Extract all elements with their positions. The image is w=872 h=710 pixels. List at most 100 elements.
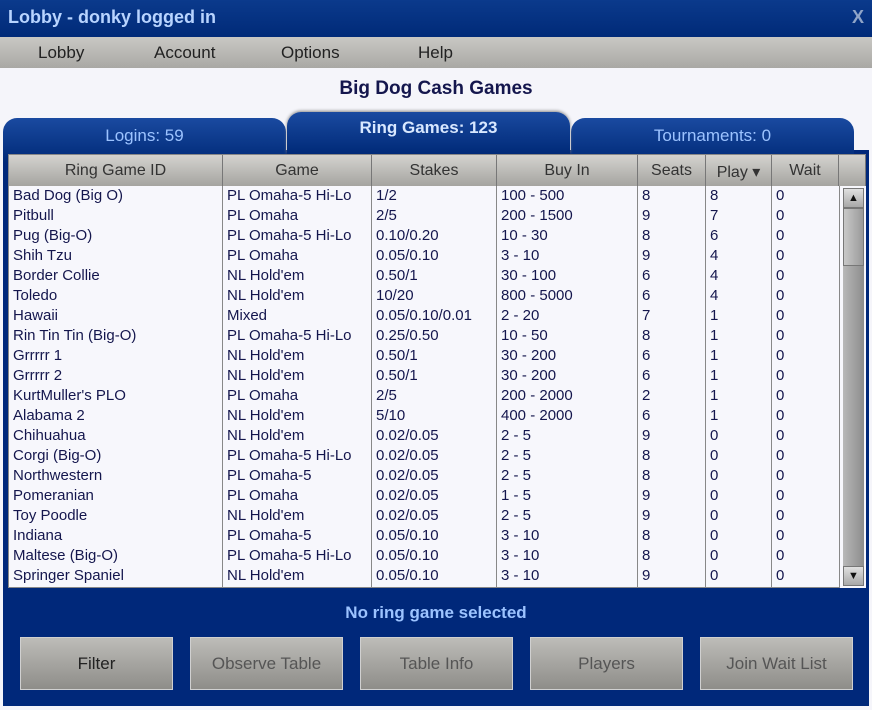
table-cell-wait[interactable]: 0 [776,487,785,504]
table-cell-seats[interactable]: 6 [642,287,651,304]
table-cell-wait[interactable]: 0 [776,207,785,224]
table-cell-seats[interactable]: 6 [642,347,651,364]
table-cell-stakes[interactable]: 1/2 [376,187,397,204]
table-cell-stakes[interactable]: 0.10/0.20 [376,227,439,244]
table-cell-stakes[interactable]: 0.05/0.10/0.01 [376,307,472,324]
table-cell-buy-in[interactable]: 30 - 200 [501,367,557,384]
table-cell-seats[interactable]: 9 [642,507,651,524]
menu-help[interactable]: Help [418,43,453,62]
table-cell-buy-in[interactable]: 800 - 5000 [501,287,573,304]
table-cell-wait[interactable]: 0 [776,307,785,324]
table-cell-buy-in[interactable]: 3 - 10 [501,567,540,584]
table-cell-game[interactable]: PL Omaha-5 [227,527,312,544]
table-info-button[interactable]: Table Info [360,637,513,690]
observe-table-button[interactable]: Observe Table [190,637,343,690]
table-cell-buy-in[interactable]: 2 - 5 [501,447,532,464]
table-cell-ring-game-id[interactable]: Border Collie [13,267,100,284]
table-cell-play[interactable]: 0 [710,547,719,564]
table-cell-game[interactable]: Mixed [227,307,268,324]
table-cell-game[interactable]: NL Hold'em [227,507,305,524]
table-cell-game[interactable]: PL Omaha-5 Hi-Lo [227,547,352,564]
table-cell-play[interactable]: 8 [710,187,719,204]
table-cell-wait[interactable]: 0 [776,267,785,284]
scrollbar[interactable]: ▲ ▼ [839,186,866,588]
table-cell-seats[interactable]: 8 [642,327,651,344]
table-cell-wait[interactable]: 0 [776,447,785,464]
table-cell-game[interactable]: NL Hold'em [227,567,305,584]
table-cell-game[interactable]: NL Hold'em [227,267,305,284]
table-cell-play[interactable]: 1 [710,387,719,404]
table-cell-buy-in[interactable]: 2 - 5 [501,507,532,524]
table-cell-seats[interactable]: 9 [642,567,651,584]
table-cell-wait[interactable]: 0 [776,387,785,404]
column-header-ring-game-id[interactable]: Ring Game ID [9,155,223,186]
table-cell-game[interactable]: PL Omaha-5 Hi-Lo [227,227,352,244]
table-cell-seats[interactable]: 8 [642,467,651,484]
table-cell-seats[interactable]: 2 [642,387,651,404]
table-cell-wait[interactable]: 0 [776,427,785,444]
table-cell-seats[interactable]: 8 [642,547,651,564]
table-cell-wait[interactable]: 0 [776,187,785,204]
table-cell-game[interactable]: PL Omaha-5 Hi-Lo [227,327,352,344]
table-cell-play[interactable]: 4 [710,247,719,264]
scroll-up-icon[interactable]: ▲ [843,188,864,208]
table-cell-play[interactable]: 1 [710,347,719,364]
table-cell-ring-game-id[interactable]: Grrrrr 2 [13,367,63,384]
table-cell-seats[interactable]: 7 [642,307,651,324]
menu-lobby[interactable]: Lobby [38,43,85,62]
table-cell-stakes[interactable]: 0.02/0.05 [376,467,439,484]
table-cell-buy-in[interactable]: 2 - 20 [501,307,540,324]
table-cell-stakes[interactable]: 0.50/1 [376,347,418,364]
table-cell-seats[interactable]: 9 [642,427,651,444]
table-cell-buy-in[interactable]: 3 - 10 [501,547,540,564]
filter-button[interactable]: Filter [20,637,173,690]
table-cell-game[interactable]: PL Omaha-5 Hi-Lo [227,447,352,464]
menu-options[interactable]: Options [281,43,340,62]
column-header-stakes[interactable]: Stakes [372,155,497,186]
menu-account[interactable]: Account [154,43,216,62]
table-cell-play[interactable]: 7 [710,207,719,224]
table-cell-ring-game-id[interactable]: Hawaii [13,307,59,324]
table-cell-stakes[interactable]: 0.02/0.05 [376,447,439,464]
column-header-game[interactable]: Game [223,155,372,186]
table-cell-play[interactable]: 4 [710,267,719,284]
table-cell-buy-in[interactable]: 3 - 10 [501,527,540,544]
table-cell-buy-in[interactable]: 30 - 200 [501,347,557,364]
table-cell-game[interactable]: PL Omaha [227,207,299,224]
table-cell-stakes[interactable]: 2/5 [376,207,397,224]
table-cell-play[interactable]: 0 [710,447,719,464]
table-cell-ring-game-id[interactable]: Pitbull [13,207,54,224]
table-cell-stakes[interactable]: 0.05/0.10 [376,547,439,564]
table-cell-seats[interactable]: 8 [642,187,651,204]
table-cell-play[interactable]: 0 [710,527,719,544]
table-cell-ring-game-id[interactable]: Springer Spaniel [13,567,124,584]
table-cell-game[interactable]: PL Omaha-5 [227,467,312,484]
table-cell-seats[interactable]: 9 [642,207,651,224]
table-cell-stakes[interactable]: 2/5 [376,387,397,404]
table-cell-ring-game-id[interactable]: Maltese (Big-O) [13,547,119,564]
table-cell-wait[interactable]: 0 [776,247,785,264]
join-wait-list-button[interactable]: Join Wait List [700,637,853,690]
table-cell-ring-game-id[interactable]: Pomeranian [13,487,94,504]
table-cell-play[interactable]: 0 [710,567,719,584]
table-cell-play[interactable]: 1 [710,407,719,424]
table-cell-play[interactable]: 6 [710,227,719,244]
table-cell-seats[interactable]: 6 [642,267,651,284]
table-cell-seats[interactable]: 9 [642,487,651,504]
table-cell-ring-game-id[interactable]: Toy Poodle [13,507,88,524]
table-cell-ring-game-id[interactable]: Shih Tzu [13,247,72,264]
column-header-buy-in[interactable]: Buy In [497,155,638,186]
table-cell-stakes[interactable]: 0.02/0.05 [376,507,439,524]
table-cell-buy-in[interactable]: 2 - 5 [501,427,532,444]
column-header-wait[interactable]: Wait [772,155,839,186]
table-cell-buy-in[interactable]: 1 - 5 [501,487,532,504]
table-cell-play[interactable]: 0 [710,507,719,524]
table-cell-game[interactable]: PL Omaha [227,487,299,504]
table-cell-stakes[interactable]: 0.05/0.10 [376,247,439,264]
table-cell-wait[interactable]: 0 [776,407,785,424]
table-cell-play[interactable]: 1 [710,327,719,344]
table-cell-game[interactable]: PL Omaha-5 Hi-Lo [227,187,352,204]
table-cell-play[interactable]: 1 [710,307,719,324]
scroll-down-icon[interactable]: ▼ [843,566,864,586]
table-cell-game[interactable]: PL Omaha [227,387,299,404]
